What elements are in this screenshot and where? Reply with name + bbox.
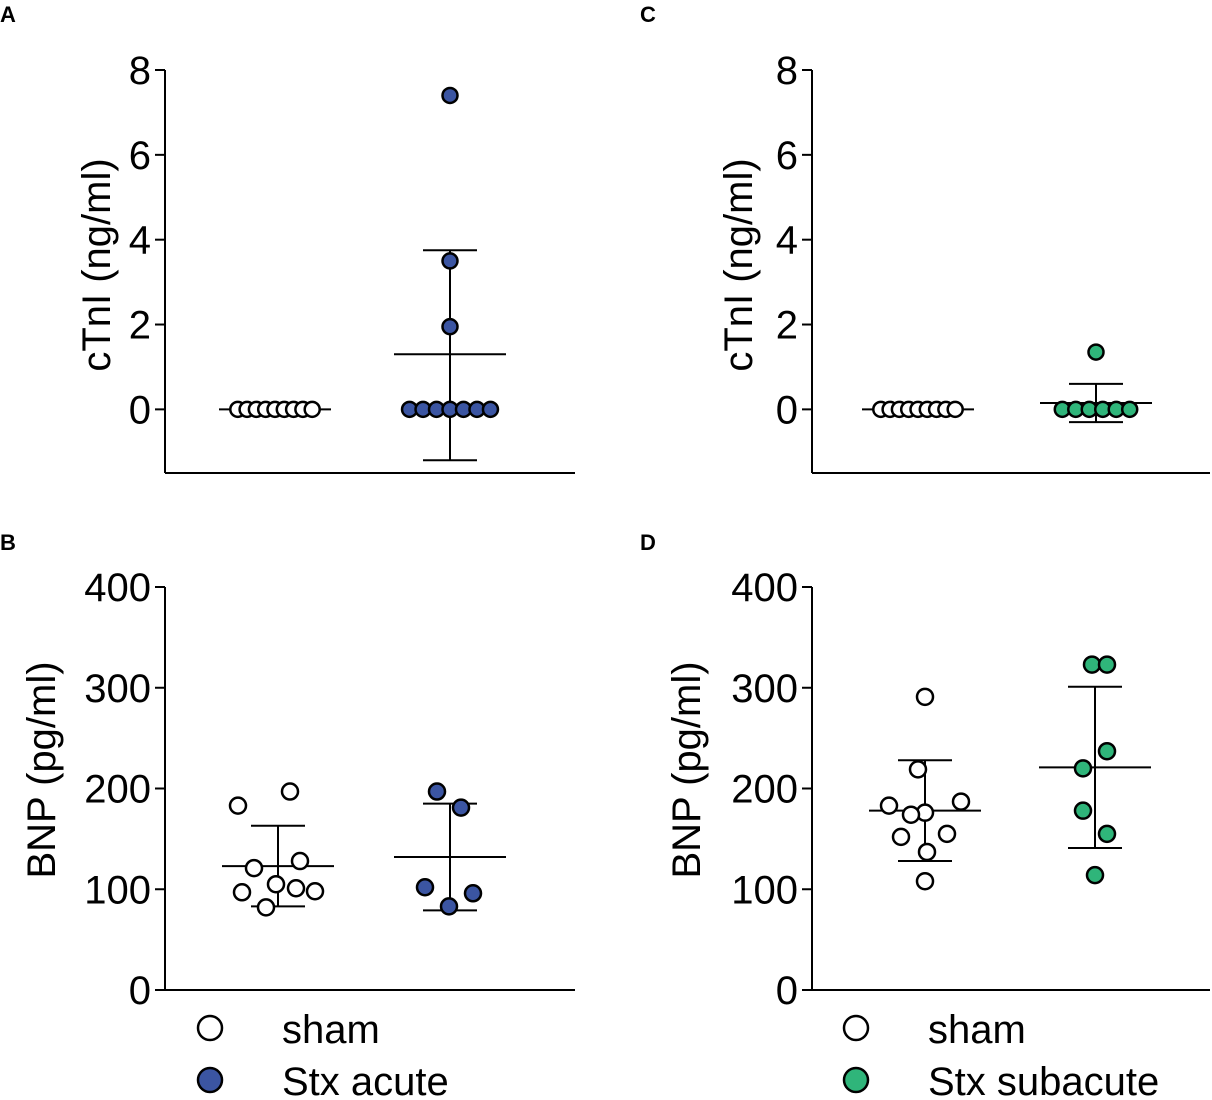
legend-right: sham Stx subacute xyxy=(842,1008,1159,1100)
y-axis-title-c: cTnI (ng/ml) xyxy=(717,158,761,371)
y-tick-label: 4 xyxy=(129,219,151,263)
y-ticks-b: 0 100 200 300 400 xyxy=(84,566,575,1013)
data-point xyxy=(915,871,935,891)
data-point xyxy=(1120,400,1139,419)
y-tick-label: 8 xyxy=(129,49,151,93)
y-tick-label: 2 xyxy=(776,304,798,348)
y-tick-label: 6 xyxy=(776,134,798,178)
data-point xyxy=(917,842,937,862)
panel-label-a: A xyxy=(0,2,16,27)
data-point xyxy=(266,874,286,894)
groups-d xyxy=(869,655,1151,891)
panel-a: A cTnI (ng/ml) 0 2 4 6 8 xyxy=(0,2,575,474)
data-point xyxy=(1085,865,1105,885)
data-point xyxy=(481,400,500,419)
y-axis-title-a: cTnI (ng/ml) xyxy=(75,158,119,371)
legend-label-stx-acute: Stx acute xyxy=(282,1060,449,1100)
panel-b: B BNP (pg/ml) 0 100 200 300 400 xyxy=(0,530,575,1013)
y-tick-label: 200 xyxy=(731,768,798,812)
y-axis-title-d: BNP (pg/ml) xyxy=(665,661,709,878)
data-point xyxy=(879,796,899,815)
legend-label-sham: sham xyxy=(282,1008,380,1052)
legend-label-sham: sham xyxy=(928,1008,1026,1052)
data-point xyxy=(1097,655,1117,674)
y-tick-label: 0 xyxy=(776,969,798,1013)
legend-left: sham Stx acute xyxy=(196,1008,449,1100)
data-point xyxy=(908,760,928,779)
data-point xyxy=(1082,655,1102,674)
data-point xyxy=(1097,741,1117,761)
panel-d: D BNP (pg/ml) 0 100 200 300 400 xyxy=(640,530,1210,1013)
y-ticks-a: 0 2 4 6 8 xyxy=(129,49,575,474)
data-point xyxy=(1073,801,1093,820)
data-point xyxy=(946,400,964,419)
y-tick-label: 400 xyxy=(731,566,798,610)
group-sham xyxy=(869,687,981,891)
group-stx-acute xyxy=(394,86,506,462)
y-tick-label: 6 xyxy=(129,134,151,178)
groups-c xyxy=(862,343,1152,424)
panel-label-d: D xyxy=(640,530,656,555)
group-stx-subacute xyxy=(1040,343,1152,424)
group-sham xyxy=(222,782,334,917)
data-point xyxy=(290,851,310,871)
y-ticks-d: 0 100 200 300 400 xyxy=(731,566,1210,1013)
panel-label-b: B xyxy=(0,530,16,555)
y-tick-label: 0 xyxy=(129,388,151,432)
legend-marker-stx-subacute xyxy=(842,1066,870,1094)
data-point xyxy=(915,687,935,707)
data-point xyxy=(891,827,911,847)
data-point xyxy=(244,858,264,878)
data-point xyxy=(901,805,921,824)
y-tick-label: 2 xyxy=(129,304,151,348)
data-point xyxy=(937,824,957,844)
data-point xyxy=(427,782,447,801)
data-point xyxy=(1073,759,1093,778)
data-point xyxy=(305,882,325,901)
y-tick-label: 400 xyxy=(84,566,151,610)
y-tick-label: 100 xyxy=(731,868,798,912)
group-sham xyxy=(219,400,331,419)
y-tick-label: 8 xyxy=(776,49,798,93)
data-point xyxy=(951,792,971,811)
data-point xyxy=(439,897,459,916)
data-point xyxy=(232,883,252,902)
y-tick-label: 300 xyxy=(731,667,798,711)
data-point xyxy=(451,798,471,817)
data-point xyxy=(256,898,276,917)
data-point xyxy=(415,877,435,897)
panel-label-c: C xyxy=(640,2,656,27)
data-point xyxy=(463,884,483,903)
groups-b xyxy=(222,782,506,917)
y-tick-label: 4 xyxy=(776,219,798,263)
y-tick-label: 100 xyxy=(84,868,151,912)
data-point xyxy=(1087,343,1105,361)
data-point xyxy=(286,878,306,898)
y-tick-label: 300 xyxy=(84,667,151,711)
data-point xyxy=(303,400,321,419)
y-tick-label: 0 xyxy=(129,969,151,1013)
legend-label-stx-subacute: Stx subacute xyxy=(928,1060,1159,1100)
data-point xyxy=(441,317,459,336)
group-sham xyxy=(862,400,974,419)
legend-marker-sham xyxy=(196,1014,224,1042)
y-axis-title-b: BNP (pg/ml) xyxy=(20,661,64,878)
y-tick-label: 0 xyxy=(776,388,798,432)
group-stx-subacute xyxy=(1039,655,1151,885)
data-point xyxy=(1097,824,1117,844)
legend-marker-stx-acute xyxy=(196,1066,224,1094)
legend-marker-sham xyxy=(842,1014,870,1042)
panel-c: C cTnI (ng/ml) 0 2 4 6 8 xyxy=(640,2,1210,474)
data-point xyxy=(280,782,300,801)
groups-a xyxy=(219,86,506,462)
y-ticks-c: 0 2 4 6 8 xyxy=(776,49,1210,474)
data-point xyxy=(441,86,459,105)
data-point xyxy=(441,252,459,270)
data-point xyxy=(228,796,248,815)
group-stx-acute xyxy=(394,782,506,916)
y-tick-label: 200 xyxy=(84,768,151,812)
